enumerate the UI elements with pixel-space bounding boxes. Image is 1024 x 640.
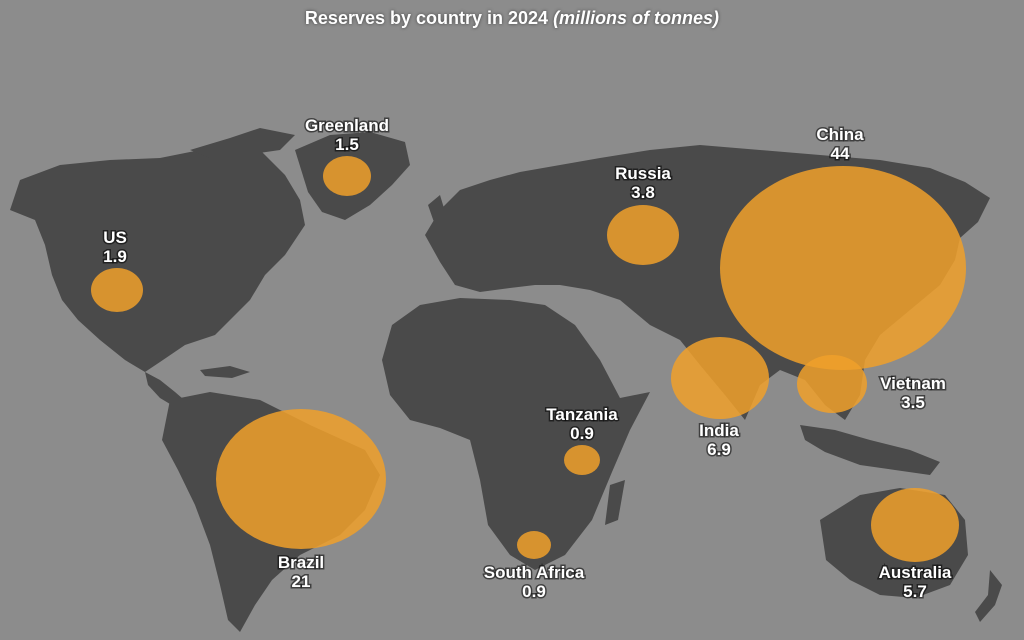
value-label-tanzania: 0.9 xyxy=(570,424,594,443)
value-label-brazil: 21 xyxy=(292,572,311,591)
bubble-india xyxy=(671,337,769,419)
bubble-vietnam xyxy=(797,355,867,413)
country-label-australia: Australia xyxy=(879,563,952,582)
map-title: Reserves by country in 2024 (millions of… xyxy=(0,8,1024,29)
value-label-russia: 3.8 xyxy=(631,183,655,202)
new-zealand-islands xyxy=(975,570,1002,622)
bubble-australia xyxy=(871,488,959,562)
value-label-india: 6.9 xyxy=(707,440,731,459)
bubble-china xyxy=(720,166,966,370)
country-label-us: US xyxy=(103,228,127,247)
british-isles xyxy=(428,195,446,228)
bubble-greenland xyxy=(323,156,371,196)
value-label-south-africa: 0.9 xyxy=(522,582,546,601)
madagascar-island xyxy=(605,480,625,525)
country-label-greenland: Greenland xyxy=(305,116,389,135)
title-subtitle: (millions of tonnes) xyxy=(553,8,720,28)
country-label-india: India xyxy=(699,421,739,440)
country-label-brazil: Brazil xyxy=(278,553,324,572)
title-main: Reserves by country in 2024 xyxy=(304,8,549,28)
bubble-brazil xyxy=(216,409,386,549)
value-label-china: 44 xyxy=(831,144,850,163)
country-label-south-africa: South Africa xyxy=(484,563,585,582)
bubble-south-africa xyxy=(517,531,551,559)
north-america-landmass xyxy=(10,140,305,372)
caribbean-islands xyxy=(200,366,250,378)
country-label-china: China xyxy=(816,125,864,144)
bubble-russia xyxy=(607,205,679,265)
value-label-vietnam: 3.5 xyxy=(901,393,925,412)
value-label-us: 1.9 xyxy=(103,247,127,266)
reserve-bubbles xyxy=(91,156,966,562)
value-label-greenland: 1.5 xyxy=(335,135,359,154)
bubble-tanzania xyxy=(564,445,600,475)
country-label-tanzania: Tanzania xyxy=(546,405,618,424)
arctic-islands xyxy=(190,128,295,158)
country-label-vietnam: Vietnam xyxy=(880,374,946,393)
country-label-russia: Russia xyxy=(615,164,671,183)
value-label-australia: 5.7 xyxy=(903,582,927,601)
africa-landmass xyxy=(382,298,650,570)
southeast-asia-islands xyxy=(800,425,940,475)
bubble-us xyxy=(91,268,143,312)
